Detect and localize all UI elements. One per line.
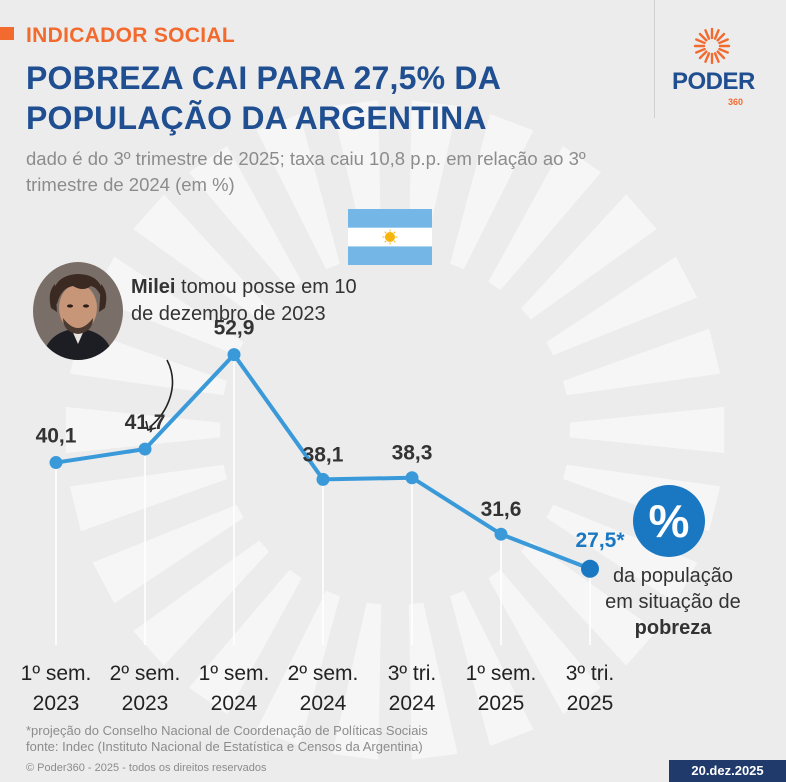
subtitle: dado é do 3º trimestre de 2025; taxa cai… <box>26 148 586 195</box>
caption-strong: pobreza <box>634 617 712 639</box>
sun-ray <box>704 29 711 40</box>
header-divider <box>654 0 655 118</box>
percent-badge: % <box>633 485 705 557</box>
value-label: 40,1 <box>36 425 77 448</box>
background-ray <box>408 602 458 760</box>
annotation-text: tomou posse em 10 de dezembro de 2023 <box>131 276 357 325</box>
background-ray <box>189 145 302 291</box>
percent-caption: da população em situação de pobreza <box>588 563 758 641</box>
kicker: INDICADOR SOCIAL <box>26 24 235 47</box>
source-note: fonte: Indec (Instituto Nacional de Esta… <box>26 739 423 754</box>
value-label: 27,5* <box>575 529 625 552</box>
data-point <box>494 527 508 541</box>
background-ray <box>256 114 340 270</box>
data-point <box>227 348 241 362</box>
sun-ray <box>713 52 720 63</box>
value-label: 31,6 <box>481 498 522 521</box>
sun-ray <box>718 38 729 45</box>
sun-ray <box>698 32 708 42</box>
x-tick-label: 2024 <box>300 692 347 715</box>
x-tick-label: 1º sem. <box>199 662 270 685</box>
argentina-flag-icon <box>348 209 432 265</box>
sun-icon <box>693 27 731 65</box>
sun-ray <box>713 29 720 40</box>
milei-avatar <box>33 262 123 360</box>
background-ray <box>488 145 601 291</box>
x-tick-label: 3º tri. <box>566 662 615 685</box>
background-ray <box>521 540 657 666</box>
x-tick-label: 1º sem. <box>21 662 92 685</box>
value-label: 52,9 <box>214 317 255 340</box>
poder360-logo: PODER 360 <box>662 24 772 114</box>
sun-ray <box>718 47 729 54</box>
x-tick-label: 2023 <box>122 692 169 715</box>
caption-line-2: em situação de <box>605 591 741 613</box>
x-tick-label: 2024 <box>389 692 436 715</box>
x-tick-label: 2º sem. <box>288 662 359 685</box>
value-label: 41,7 <box>125 411 166 434</box>
background-ray <box>450 114 534 270</box>
background-ray <box>92 256 244 356</box>
x-tick-label: 2025 <box>478 692 525 715</box>
annotation-arrowhead <box>145 420 157 431</box>
data-point <box>49 456 63 470</box>
date-badge: 20.dez.2025 <box>669 760 786 782</box>
page-title: POBREZA CAI PARA 27,5% DA POPULAÇÃO DA A… <box>26 60 500 136</box>
annotation-name: Milei <box>131 276 176 298</box>
sun-ray <box>698 50 708 60</box>
sun-ray <box>695 38 706 45</box>
background-ray <box>256 590 340 746</box>
annotation-arrow <box>149 359 174 428</box>
copyright: © Poder360 - 2025 - todos os direitos re… <box>26 762 267 774</box>
background-ray <box>65 406 221 454</box>
background-ray <box>92 504 244 604</box>
x-tick-label: 2023 <box>33 692 80 715</box>
background-ray <box>133 540 269 666</box>
data-point <box>405 471 419 485</box>
x-tick-label: 3º tri. <box>388 662 437 685</box>
data-point <box>581 559 599 578</box>
x-tick-label: 1º sem. <box>466 662 537 685</box>
background-ray <box>450 590 534 746</box>
caption-line-1: da população <box>612 565 734 587</box>
background-ray <box>133 194 269 320</box>
x-tick-label: 2025 <box>567 692 614 715</box>
sun-ray <box>716 50 726 60</box>
background-ray <box>563 328 721 396</box>
sun-ray <box>695 47 706 54</box>
data-point <box>316 472 330 486</box>
background-ray <box>332 602 382 760</box>
x-tick-label: 2024 <box>211 692 258 715</box>
background-ray <box>569 406 725 454</box>
background-ray <box>546 504 698 604</box>
logo-word: PODER <box>672 68 755 95</box>
projection-note: *projeção do Conselho Nacional de Coorde… <box>26 723 428 738</box>
background-ray <box>546 256 698 356</box>
background-ray <box>488 569 601 715</box>
x-tick-label: 2º sem. <box>110 662 181 685</box>
inauguration-annotation: Milei tomou posse em 10 de dezembro de 2… <box>131 274 361 328</box>
footnotes: *projeção do Conselho Nacional de Coorde… <box>26 723 428 755</box>
background-ray <box>189 569 302 715</box>
value-label: 38,3 <box>392 442 433 465</box>
sun-ray <box>716 32 726 42</box>
accent-bar <box>0 27 14 40</box>
value-label: 38,1 <box>303 443 344 466</box>
background-ray <box>521 194 657 320</box>
data-point <box>138 442 152 456</box>
logo-number: 360 <box>728 97 744 107</box>
sun-ray <box>704 52 711 63</box>
background-ray <box>69 464 227 532</box>
